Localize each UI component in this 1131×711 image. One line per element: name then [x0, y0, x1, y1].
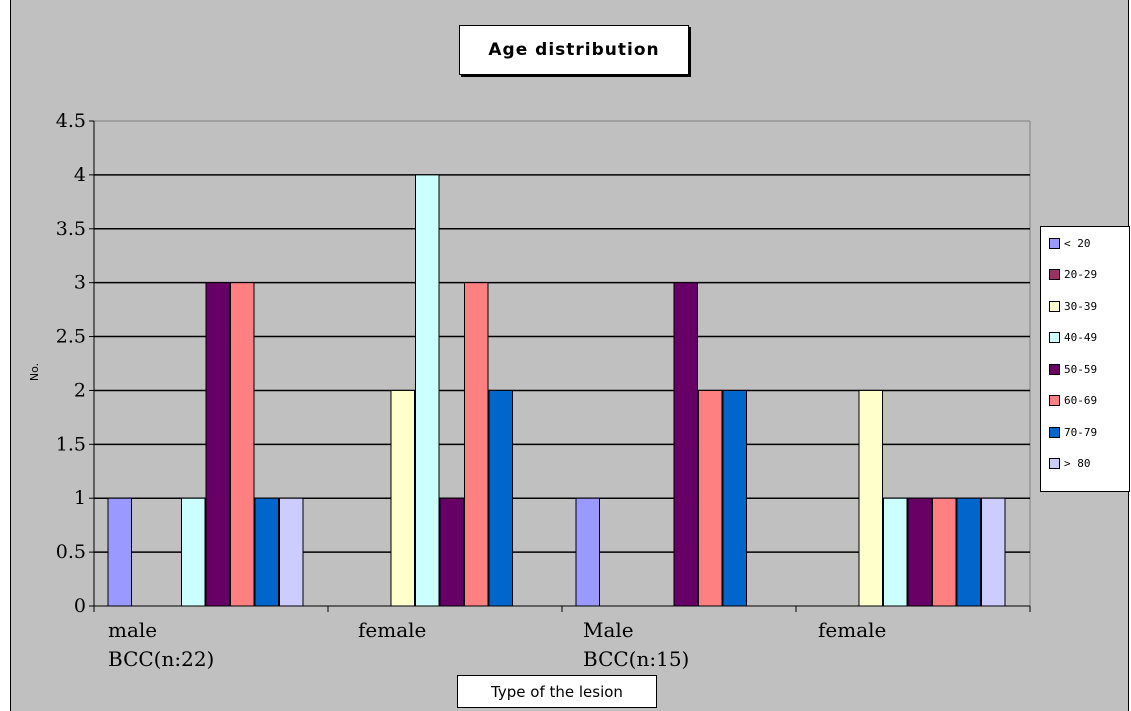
bar: [279, 497, 304, 607]
bar: [722, 389, 747, 607]
y-tick-label: 3: [74, 272, 86, 294]
bar: [575, 497, 600, 607]
chart-title: Age distribution: [459, 25, 689, 75]
legend-item: 60-69: [1049, 393, 1097, 409]
legend-label: 40-49: [1064, 331, 1098, 344]
legend-swatch: [1049, 395, 1060, 406]
bar: [464, 282, 489, 607]
legend-item: 50-59: [1049, 361, 1097, 377]
bar: [230, 282, 255, 607]
legend-label: 60-69: [1064, 394, 1098, 407]
bar: [907, 497, 932, 607]
category-label: BCC(n:15): [583, 647, 689, 671]
bar: [883, 497, 908, 607]
bar: [956, 497, 981, 607]
legend-label: 30-39: [1064, 299, 1098, 313]
x-axis-label: Type of the lesion: [457, 675, 657, 708]
bar: [439, 497, 464, 607]
category-label: female: [818, 618, 886, 642]
legend-item: 40-49: [1049, 330, 1097, 346]
legend-item: 20-29: [1049, 267, 1097, 283]
category-label: BCC(n:22): [108, 647, 214, 671]
bar: [673, 282, 698, 607]
category-label: female: [358, 618, 426, 642]
legend-swatch: [1049, 269, 1060, 280]
bar: [390, 389, 415, 607]
bar: [254, 497, 279, 607]
legend-swatch: [1049, 458, 1060, 469]
y-tick-label: 2: [74, 379, 86, 401]
legend-item: < 20: [1049, 235, 1091, 251]
y-axis-label: No.: [28, 363, 41, 381]
y-tick-label: 2.5: [56, 326, 86, 348]
legend-label: 70-79: [1064, 425, 1098, 439]
y-tick-label: 3.5: [56, 218, 86, 240]
y-tick-label: 0.5: [56, 541, 86, 563]
legend-item: 30-39: [1049, 298, 1097, 314]
y-tick-label: 1: [74, 487, 86, 509]
y-tick-label: 1.5: [56, 433, 86, 455]
bar: [415, 174, 440, 607]
y-tick-label: 0: [74, 595, 86, 617]
legend-label: 50-59: [1064, 362, 1098, 376]
legend-label: 20-29: [1064, 268, 1098, 281]
category-label: male: [108, 618, 157, 642]
bar: [488, 389, 513, 607]
legend-item: 70-79: [1049, 424, 1097, 440]
legend-item: > 80: [1049, 456, 1091, 472]
chart-legend: < 20 20-29 30-39 40-49 50-59 60-69 70-79 > 80: [1040, 226, 1130, 492]
bar: [205, 282, 230, 607]
bar: [981, 497, 1006, 607]
category-label: Male: [583, 618, 634, 642]
y-tick-label: 4: [74, 164, 86, 186]
y-tick-label: 4.5: [56, 110, 86, 132]
bar: [107, 497, 132, 607]
bar: [858, 389, 883, 607]
legend-swatch: [1049, 426, 1060, 438]
bar: [932, 497, 957, 607]
legend-swatch: [1049, 332, 1060, 343]
legend-label: < 20: [1064, 236, 1091, 250]
legend-label: > 80: [1064, 457, 1091, 470]
legend-swatch: [1049, 237, 1060, 249]
legend-swatch: [1049, 363, 1060, 375]
legend-swatch: [1049, 300, 1060, 312]
bar: [181, 497, 206, 607]
bar: [698, 389, 723, 607]
